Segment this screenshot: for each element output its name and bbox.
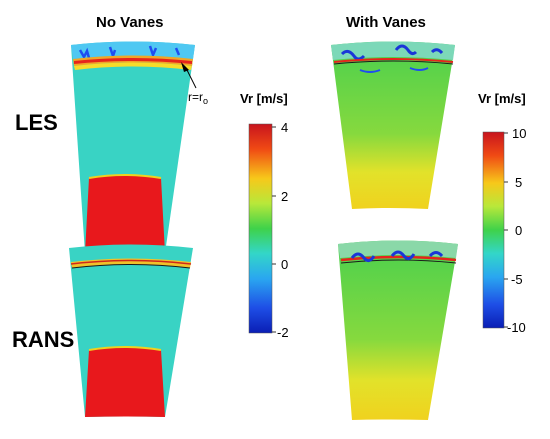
column-title-with-vanes: With Vanes [346,14,426,31]
colorbar-left-tick-0: 0 [281,257,288,272]
colorbar-left-bar [248,123,273,334]
colorbar-right-tick-5: 5 [515,175,522,190]
colorbar-right: Vr [m/s] 10 5 0 -5 -10 [478,91,526,335]
radius-annotation: r=ro [181,62,208,106]
colorbar-right-tick-0: 0 [515,223,522,238]
colorbar-right-title: Vr [m/s] [478,91,526,106]
annotation-subscript: o [203,96,208,106]
colorbar-left-tick-neg2: -2 [277,325,289,340]
row-label-les: LES [15,110,58,135]
colorbar-right-tick-neg10: -10 [507,320,526,335]
panel-les-no-vanes [71,41,195,253]
annotation-label: r=r [188,90,203,104]
colorbar-left-tick-4: 4 [281,120,288,135]
colorbar-right-tick-neg5: -5 [511,272,523,287]
colorbar-left-title: Vr [m/s] [240,91,288,106]
column-title-no-vanes: No Vanes [96,14,164,31]
row-label-rans: RANS [12,327,74,352]
colorbar-left-tick-2: 2 [281,189,288,204]
colorbar-right-bar [482,131,505,329]
panel-les-with-vanes [331,41,455,209]
svg-text:r=ro: r=ro [188,90,208,106]
colorbar-right-tick-10: 10 [512,126,526,141]
colorbar-left: Vr [m/s] 4 2 0 -2 [240,91,289,340]
panel-rans-no-vanes [69,244,193,417]
panel-rans-with-vanes [338,240,458,420]
